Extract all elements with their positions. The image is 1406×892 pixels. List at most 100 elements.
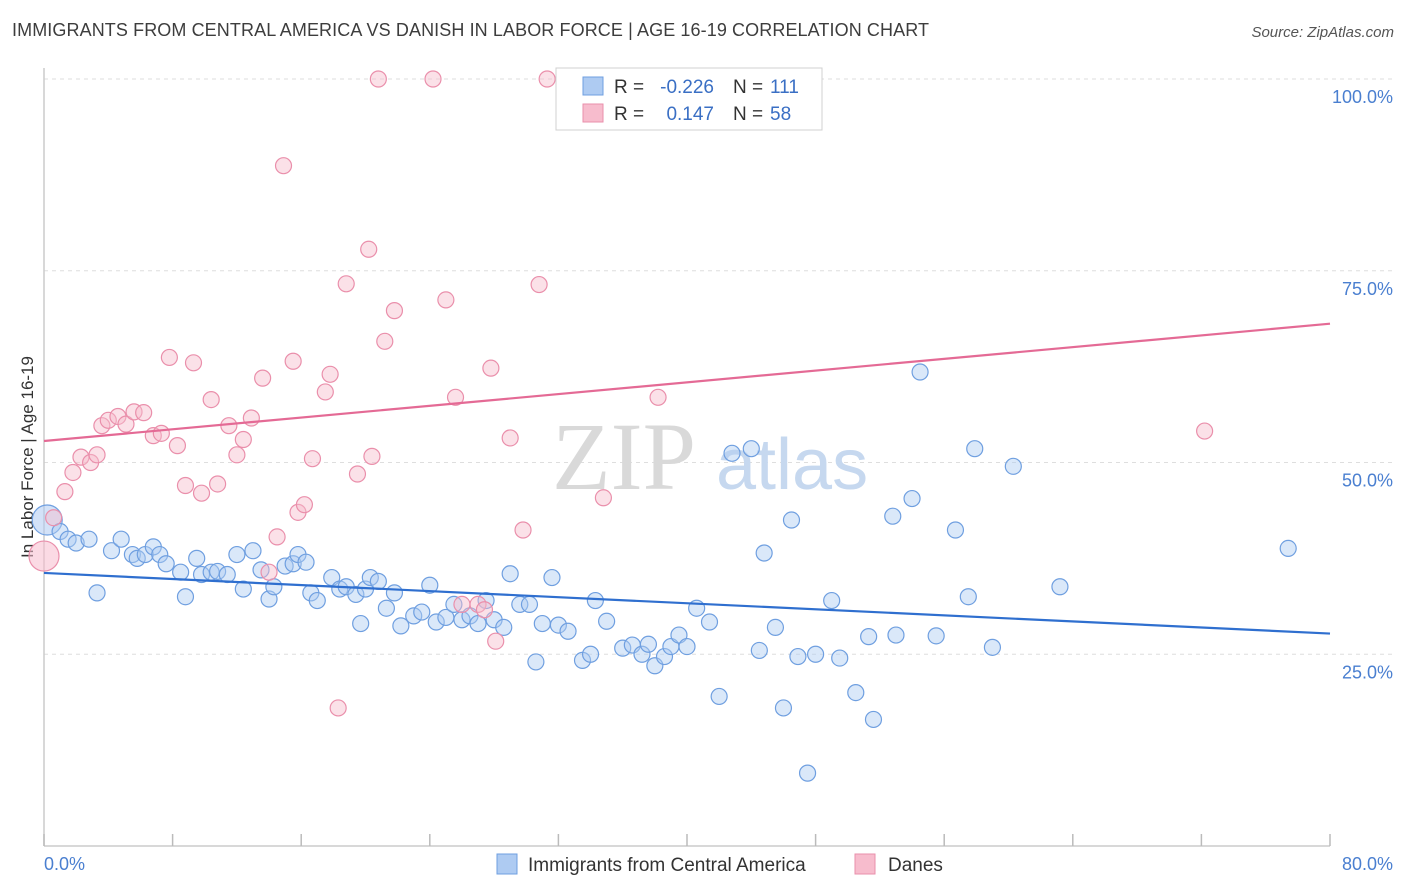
danes-point-49 (475, 601, 494, 619)
danes-point-23 (228, 446, 246, 464)
central-america-point-70 (633, 645, 651, 663)
central-america-point-55 (495, 618, 513, 637)
central-america-point-12 (151, 545, 169, 564)
danes-point-14 (152, 424, 170, 442)
central-america-point-93 (860, 628, 878, 646)
central-america-point-7 (112, 530, 130, 548)
trendlines (43, 322, 1331, 635)
chart-source: Source: ZipAtlas.com (1251, 24, 1394, 41)
central-america-point-66 (586, 591, 604, 610)
central-america-point-85 (774, 699, 793, 717)
central-america-point-87 (789, 647, 807, 666)
danes-point-16 (168, 437, 187, 455)
bottom-legend-label-pink: Danes (888, 855, 943, 876)
central-america-point-101 (959, 588, 977, 606)
y-tick-label-1: 50.0% (1342, 471, 1393, 491)
x-tick-label-start: 0.0% (44, 854, 85, 874)
central-america-point-46 (421, 576, 439, 594)
central-america-point-84 (766, 618, 785, 637)
bottom-legend-label-blue: Immigrants from Central America (528, 855, 806, 876)
central-america-point-2 (59, 530, 77, 548)
danes-point-11 (125, 403, 143, 421)
series-central-america-points (31, 363, 1297, 782)
central-america-point-82 (750, 641, 768, 660)
central-america-point-28 (284, 555, 302, 573)
central-america-point-78 (700, 613, 719, 631)
central-america-point-76 (678, 637, 696, 656)
central-america-point-9 (128, 549, 146, 567)
central-america-point-0 (31, 504, 63, 536)
central-america-point-80 (723, 444, 741, 462)
legend-r-label-blue: R = (614, 77, 644, 98)
danes-point-18 (184, 354, 203, 372)
central-america-point-56 (501, 565, 519, 583)
danes-point-28 (268, 528, 286, 546)
danes-point-2 (56, 483, 74, 501)
central-america-point-65 (581, 645, 600, 663)
watermark: ZIP atlas (552, 403, 868, 510)
y-tick-label-2: 75.0% (1342, 279, 1393, 299)
central-america-point-89 (806, 645, 825, 663)
x-tick-label-end: 80.0% (1342, 854, 1393, 874)
correlation-legend: R = -0.226 N = 111 R = 0.147 N = 58 (555, 67, 823, 131)
y-axis-title: In Labor Force | Age 16-19 (18, 356, 37, 558)
central-america-point-71 (639, 635, 658, 653)
danes-point-55 (538, 70, 556, 88)
central-america-point-88 (798, 764, 817, 782)
central-america-point-104 (1004, 457, 1022, 475)
gridlines (44, 78, 1392, 655)
danes-point-3 (64, 463, 82, 482)
danes-point-27 (260, 563, 278, 581)
danes-point-43 (385, 302, 404, 320)
central-america-point-41 (377, 599, 395, 617)
central-america-point-40 (369, 572, 387, 590)
central-america-point-3 (67, 534, 85, 552)
danes-trendline (43, 322, 1331, 443)
central-america-point-60 (533, 614, 551, 633)
central-america-point-36 (347, 585, 365, 604)
central-america-point-19 (209, 562, 227, 581)
central-america-point-20 (218, 565, 236, 584)
danes-point-12 (135, 404, 153, 422)
central-america-point-37 (352, 614, 370, 633)
legend-n-value-blue: 111 (770, 77, 799, 98)
danes-point-29 (274, 157, 293, 175)
danes-point-30 (284, 352, 302, 370)
central-america-point-21 (228, 545, 246, 564)
danes-point-39 (360, 240, 378, 258)
legend-r-value-pink: 0.147 (666, 104, 714, 125)
legend-n-label-pink: N = (733, 104, 763, 125)
central-america-point-97 (903, 489, 921, 508)
central-america-point-5 (88, 584, 106, 602)
central-america-point-63 (559, 622, 577, 640)
central-america-point-6 (102, 542, 121, 560)
danes-point-1 (45, 509, 63, 527)
y-tick-label-0: 25.0% (1342, 662, 1393, 682)
bottom-legend-swatch-pink (854, 853, 876, 875)
central-america-point-30 (297, 553, 315, 571)
central-america-point-44 (405, 607, 423, 625)
central-america-point-73 (655, 647, 674, 666)
central-america-point-13 (157, 555, 175, 573)
central-america-point-68 (614, 639, 632, 657)
central-america-point-94 (864, 710, 883, 729)
danes-point-36 (329, 699, 347, 717)
central-america-point-86 (782, 511, 801, 529)
danes-point-0 (28, 540, 60, 572)
legend-n-value-pink: 58 (770, 104, 791, 125)
danes-point-58 (1196, 422, 1214, 440)
chart-title: IMMIGRANTS FROM CENTRAL AMERICA VS DANIS… (12, 20, 930, 40)
danes-point-32 (295, 496, 314, 514)
central-america-point-47 (427, 613, 445, 631)
central-america-point-15 (176, 588, 195, 606)
danes-point-42 (376, 332, 394, 350)
central-america-point-23 (244, 542, 262, 560)
danes-point-47 (453, 595, 471, 613)
danes-point-33 (303, 450, 322, 468)
danes-point-56 (594, 489, 613, 507)
danes-point-41 (369, 70, 387, 88)
central-america-point-98 (911, 363, 929, 381)
danes-point-57 (649, 388, 667, 406)
central-america-point-81 (742, 440, 760, 458)
